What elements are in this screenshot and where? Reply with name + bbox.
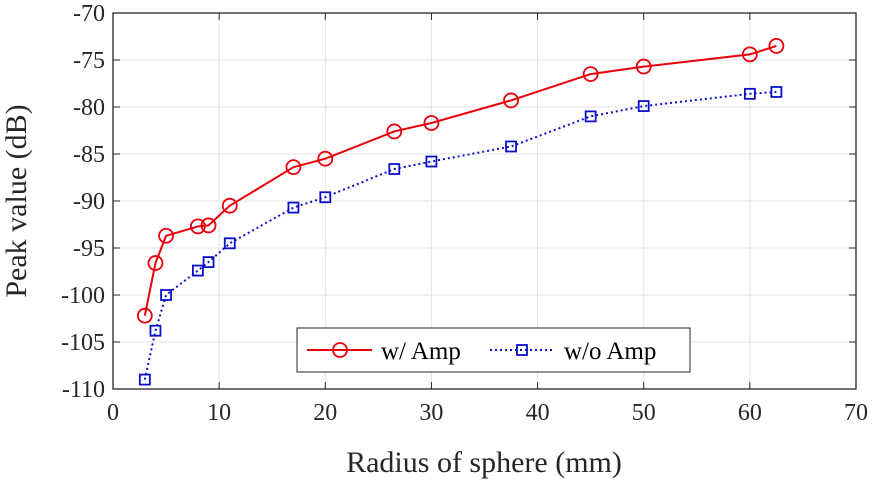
data-point-w-o-amp (202, 256, 215, 269)
legend-marker-w-amp (332, 342, 348, 358)
data-point-w-amp (221, 197, 238, 214)
data-point-w-amp (285, 159, 302, 176)
data-point-w-o-amp (319, 191, 332, 204)
data-point-w-amp (147, 255, 164, 271)
y-tick-label: -105 (61, 330, 105, 356)
x-tick-label: 70 (844, 400, 868, 426)
data-point-w-o-amp (388, 163, 401, 175)
x-tick-label: 60 (738, 400, 762, 426)
data-point-w-o-amp (505, 140, 517, 153)
data-point-w-o-amp (743, 87, 756, 100)
y-tick-label: -95 (73, 236, 105, 262)
series-line-w-amp (143, 44, 777, 316)
x-tick-label: 30 (419, 400, 443, 426)
data-point-w-amp (741, 46, 758, 63)
data-point-w-o-amp (425, 155, 438, 168)
data-point-w-amp (190, 218, 206, 235)
data-point-w-o-amp (149, 324, 162, 337)
y-tick-label: -80 (73, 95, 105, 121)
data-point-w-o-amp (138, 373, 151, 386)
data-point-w-o-amp (637, 100, 650, 112)
x-tick-label: 10 (207, 400, 231, 426)
data-point-w-o-amp (192, 264, 204, 277)
axis-ticks: 0 10 20 30 40 50 60 70 -70 -75 -80 -85 -90 -95 -100 -10… (61, 1, 868, 426)
legend: w/ Amp w/o Amp (296, 327, 691, 373)
x-tick-label: 0 (107, 400, 119, 426)
legend-label-wo-amp: w/o Amp (564, 338, 656, 365)
y-tick-label: -100 (61, 283, 105, 309)
data-point-w-amp (200, 217, 217, 234)
data-point-w-o-amp (223, 237, 236, 250)
y-tick-label: -75 (73, 48, 105, 74)
y-tick-label: -85 (73, 142, 105, 168)
data-point-w-amp (136, 307, 153, 324)
y-axis-label: Peak value (dB) (0, 104, 33, 297)
x-tick-label: 40 (526, 400, 550, 426)
data-point-w-amp (158, 227, 174, 244)
y-tick-label: -70 (73, 1, 105, 27)
data-series (136, 38, 785, 386)
data-point-w-amp (423, 115, 440, 131)
data-point-w-amp (386, 123, 403, 140)
y-tick-label: -90 (73, 189, 105, 215)
x-tick-label: 20 (313, 400, 337, 426)
data-point-w-o-amp (770, 86, 783, 98)
legend-label-w-amp: w/ Amp (381, 338, 461, 365)
x-tick-label: 50 (632, 400, 656, 426)
x-axis-label: Radius of sphere (mm) (346, 446, 622, 479)
data-point-w-amp (503, 92, 519, 109)
data-point-w-amp (635, 58, 652, 75)
series-line-w-o-amp (143, 91, 777, 380)
data-point-w-amp (317, 150, 334, 167)
data-point-w-amp (582, 66, 599, 82)
legend-marker-wo-amp (516, 344, 528, 356)
data-point-w-amp (768, 38, 785, 54)
data-point-w-o-amp (160, 289, 172, 301)
data-point-w-o-amp (584, 110, 597, 123)
data-point-w-o-amp (287, 201, 300, 214)
y-tick-label: -110 (62, 377, 105, 403)
